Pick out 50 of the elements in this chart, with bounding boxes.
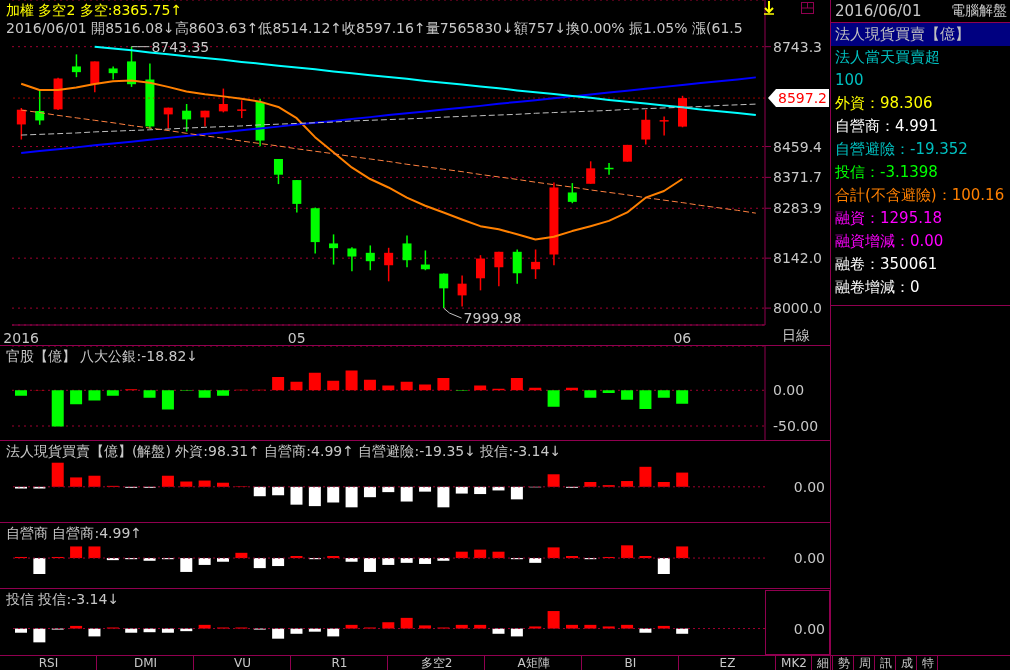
y-tick-label: 8000.0 [773,300,822,317]
y-tick-label: 0.00 [773,382,805,399]
annotation: 8743.35 [151,38,210,55]
text: A矩陣 [485,656,582,670]
chart-title: 法人現貨買賣【億】(解盤) 外資:98.31↑ 自營商:4.99↑ 自營避險:-19.35↓ 投信:-3.14↓ [6,443,562,461]
y-tick-label: 8283.9 [773,200,822,217]
text: 融資：1295.18 [834,208,944,229]
text: 法人現貨買賣【億】 [831,23,1010,46]
x-tick-label: 2016 [3,329,40,346]
chart-title: 自營商 自營商:4.99↑ [6,525,143,543]
text: 100 [834,70,865,91]
y-tick-label: 8743.3 [773,38,822,55]
x-tick-label: 06 [673,329,692,346]
text: 融資增減：0.00 [834,231,945,252]
ref-line-label: 8597.2 [778,90,827,107]
x-tick-label: 05 [287,329,306,346]
text: MK2 [776,656,812,670]
text: 自營商：4.991 [834,116,939,137]
y-tick-label: 8371.7 [773,169,822,186]
text: 電腦解盤 [951,2,1007,20]
text: 特 [917,656,938,670]
text: 自營避險：-19.352 [834,139,969,160]
text: VU [194,656,291,670]
text: 融卷：350061 [834,254,939,275]
text: 融卷增減：0 [834,277,921,298]
text: 多空2 [388,656,485,670]
text: 勢 [833,656,854,670]
text: 外資：98.306 [834,93,934,114]
chart-title: 官股【億】 八大公銀:-18.82↓ [6,348,199,366]
y-tick-label: 8459.4 [773,138,823,155]
text: EZ [679,656,776,670]
y-tick-label: -50.00 [773,417,819,434]
text: 合計(不含避險)：100.16 [834,185,1006,206]
text: 訊 [875,656,896,670]
text: 細 [812,656,833,670]
chart-title: 加權 多空2 多空:8365.75↑ [6,2,183,20]
text: 成 [896,656,917,670]
text: DMI [97,656,194,670]
chart-title: 投信 投信:-3.14↓ [6,591,120,609]
y-tick-label: 8142.0 [773,250,822,267]
text: 周 [854,656,875,670]
text: R1 [291,656,388,670]
text: BI [582,656,679,670]
text: 2016/06/01 [835,2,922,20]
annotation: 7999.98 [463,310,522,327]
text: 日線 [782,327,810,345]
text: RSI [0,656,97,670]
text: 法人當天買賣超 [834,47,941,68]
text: 2016/06/01 開8516.08↓高8603.63↑低8514.12↑收8597.16↑量7565830↓額757↓換0.00% 振1.05% 漲(61.5 [6,20,744,38]
text: 投信：-3.1398 [834,162,939,183]
